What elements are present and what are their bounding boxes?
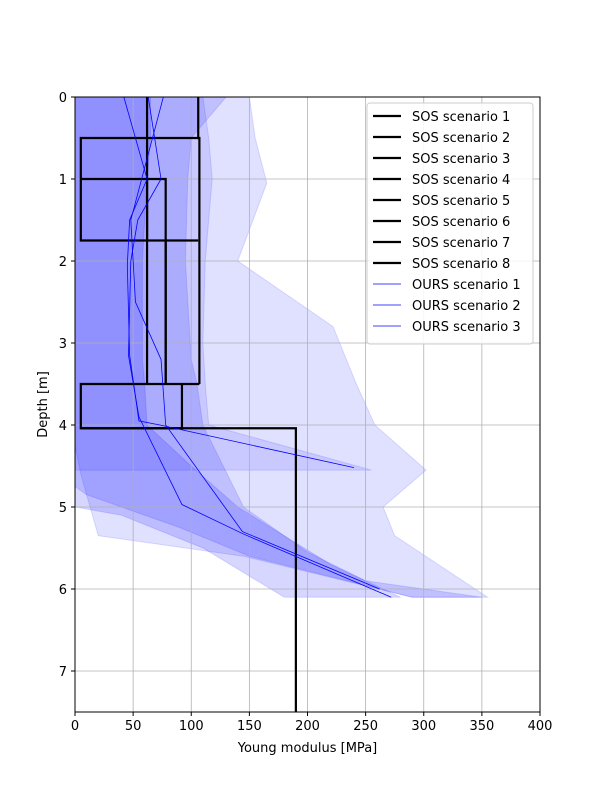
x-tick-label: 400 bbox=[528, 719, 553, 734]
legend-frame bbox=[366, 102, 534, 345]
legend-entry: SOS scenario 6 bbox=[412, 215, 510, 230]
legend-entry: OURS scenario 1 bbox=[412, 278, 521, 293]
legend-entry: SOS scenario 8 bbox=[412, 257, 510, 272]
y-tick-label: 4 bbox=[59, 419, 67, 434]
series-lines bbox=[79, 96, 392, 712]
x-tick-label: 50 bbox=[125, 719, 142, 734]
series-line-sos-scenario-1 bbox=[197, 97, 201, 384]
y-tick-label: 5 bbox=[59, 501, 67, 516]
y-tick-label: 0 bbox=[59, 91, 67, 106]
x-tick-label: 150 bbox=[237, 719, 262, 734]
series-line-ours-scenario-1 bbox=[123, 96, 355, 469]
series-line-sos-scenario-2 bbox=[79, 136, 199, 242]
legend-entry: SOS scenario 7 bbox=[412, 236, 510, 251]
confidence-bands bbox=[74, 96, 490, 598]
series-line-ours-scenario-3 bbox=[130, 96, 380, 590]
x-tick-label: 200 bbox=[295, 719, 320, 734]
y-tick-label: 2 bbox=[59, 255, 67, 270]
x-axis-label: Young modulus [MPa] bbox=[237, 741, 377, 756]
y-tick-label: 1 bbox=[59, 173, 67, 188]
x-tick-label: 100 bbox=[179, 719, 204, 734]
grid bbox=[74, 96, 541, 712]
axes: 0 50 100 150 200 250 300 350 400 0 1 2 3 4 5 6 7 bbox=[59, 91, 553, 734]
legend-entry: OURS scenario 2 bbox=[412, 299, 521, 314]
legend-entry: SOS scenario 3 bbox=[412, 152, 510, 167]
legend: SOS scenario 1 SOS scenario 2 SOS scenario… bbox=[366, 102, 534, 345]
band-3 bbox=[74, 96, 482, 598]
y-tick-label: 6 bbox=[59, 583, 67, 598]
x-tick-label: 350 bbox=[469, 719, 494, 734]
x-tick-label: 250 bbox=[353, 719, 378, 734]
x-tick-label: 300 bbox=[411, 719, 436, 734]
legend-entry: OURS scenario 3 bbox=[412, 320, 521, 335]
series-line-sos-scenario-5 bbox=[79, 382, 200, 430]
x-tick-label: 0 bbox=[71, 719, 79, 734]
series-line-sos-scenario-6 bbox=[80, 427, 297, 712]
series-line-ours-scenario-2 bbox=[128, 96, 392, 598]
y-tick-label: 3 bbox=[59, 337, 67, 352]
band-2 bbox=[74, 96, 490, 598]
legend-entry: SOS scenario 4 bbox=[412, 173, 510, 188]
y-axis-label: Depth [m] bbox=[36, 371, 51, 438]
y-tick-label: 7 bbox=[59, 665, 67, 680]
legend-entry: SOS scenario 2 bbox=[412, 131, 510, 146]
legend-entry: SOS scenario 1 bbox=[412, 110, 510, 125]
legend-entry: SOS scenario 5 bbox=[412, 194, 510, 209]
